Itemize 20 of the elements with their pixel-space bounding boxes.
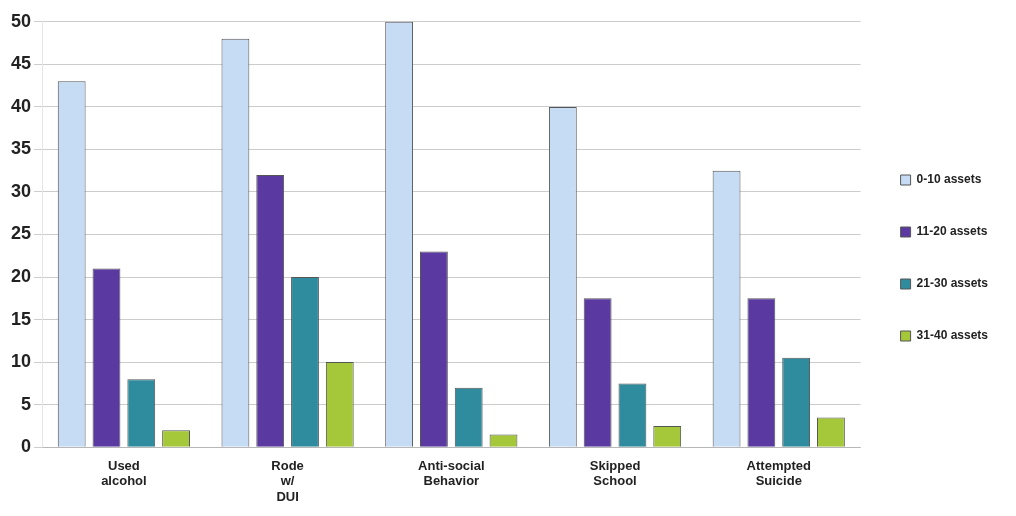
y-tick-label: 40 [10, 95, 32, 116]
x-tick-label: Skipped School [589, 457, 641, 489]
y-tick-label: 0 [21, 436, 32, 457]
legend-label: 0-10 assets [916, 172, 982, 187]
legend-label: 31-40 assets [916, 328, 989, 343]
y-tick-label: 10 [10, 351, 32, 372]
y-tick-label: 15 [10, 308, 32, 329]
y-tick-label: 5 [21, 393, 32, 414]
y-tick-label: 35 [10, 138, 32, 159]
x-tick-label: Anti-social Behavior [418, 457, 485, 489]
y-tick-label: 20 [10, 266, 32, 287]
y-tick-label: 45 [10, 53, 32, 74]
y-tick-label: 30 [10, 180, 32, 201]
y-tick-label: 25 [10, 223, 32, 244]
y-tick-label: 50 [10, 10, 32, 31]
x-tick-label: Used alcohol [101, 457, 147, 489]
x-tick-label: Rode w/ DUI [271, 457, 304, 504]
x-tick-label: Attempted Suicide [746, 457, 811, 489]
legend-label: 21-30 assets [916, 276, 989, 291]
legend-label: 11-20 assets [916, 224, 988, 239]
